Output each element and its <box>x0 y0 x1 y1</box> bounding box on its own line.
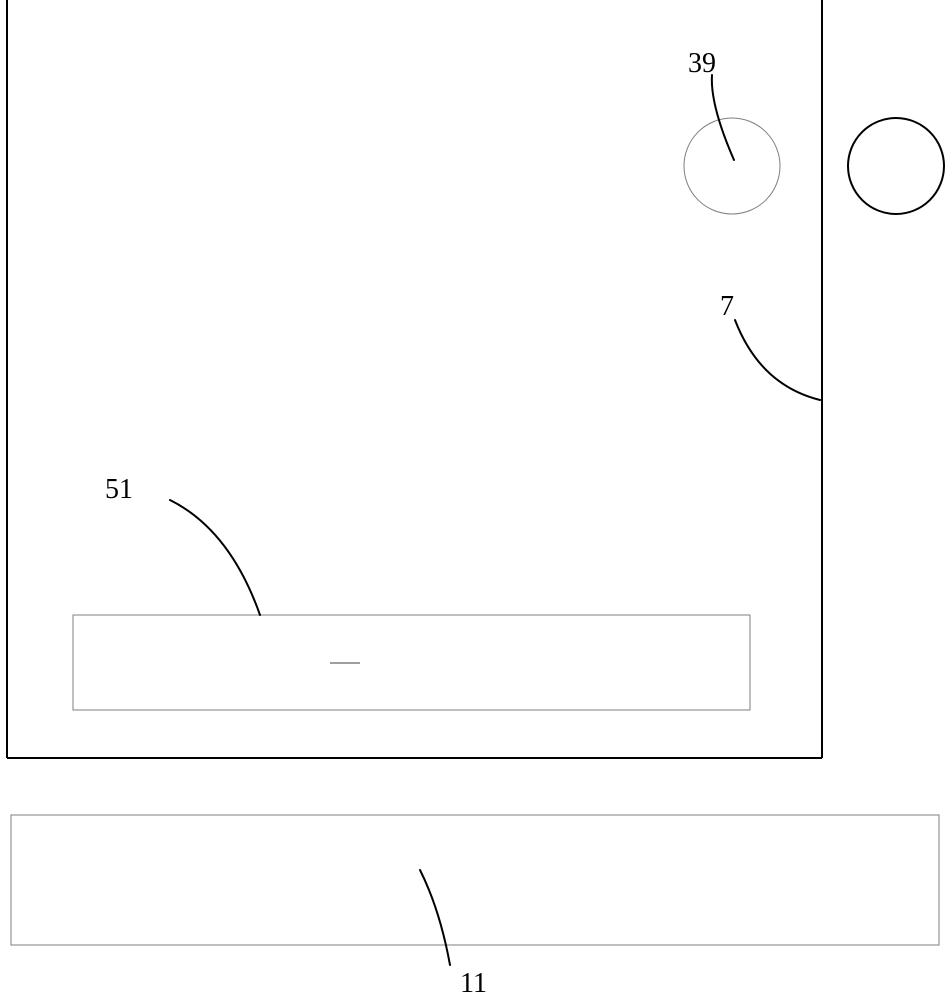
label-l7: 7 <box>720 291 734 322</box>
label-l39: 39 <box>688 48 716 79</box>
label-l11: 11 <box>460 968 487 999</box>
label-l51: 51 <box>105 474 133 505</box>
background <box>0 0 951 1000</box>
